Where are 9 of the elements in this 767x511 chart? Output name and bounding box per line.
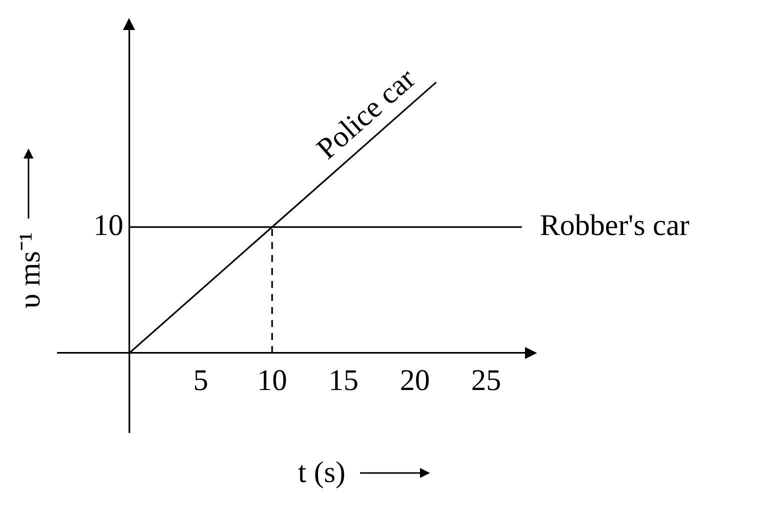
x-tick-label: 20: [400, 364, 430, 397]
x-tick-label: 15: [328, 364, 358, 397]
series-label: Robber's car: [540, 208, 690, 242]
x-tick-label: 5: [193, 364, 208, 397]
y-axis-title: υ ms⁻¹: [12, 232, 48, 308]
annotation: 10: [93, 208, 124, 242]
x-axis-title: t (s): [298, 456, 346, 490]
x-tick-label: 25: [471, 364, 502, 397]
x-tick-label: 10: [257, 364, 288, 397]
